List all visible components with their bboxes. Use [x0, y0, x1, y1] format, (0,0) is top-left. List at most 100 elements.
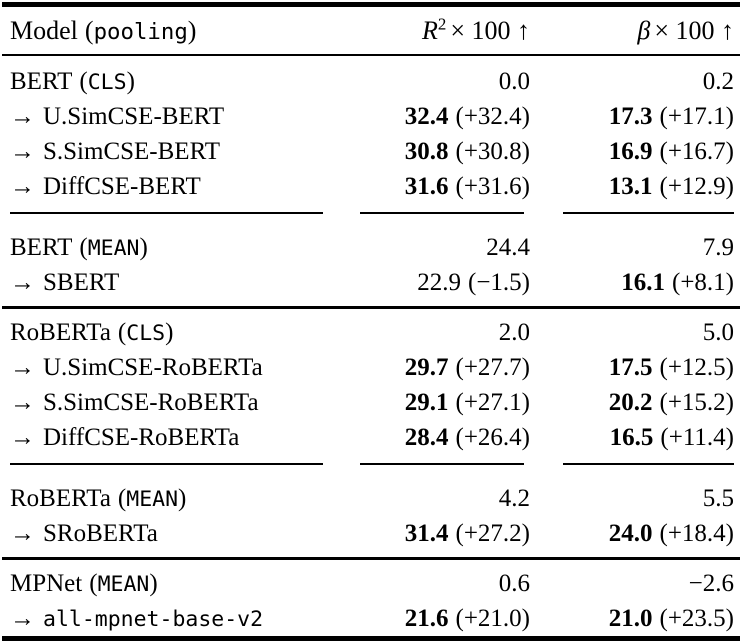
model-name: SRoBERTa — [43, 520, 158, 547]
r2-value: 24.4 — [486, 234, 530, 261]
r2-value: 0.0 — [498, 68, 530, 95]
header-r2-cell: R2 × 100 ↑ — [338, 7, 530, 54]
r2-column-rule — [360, 463, 524, 465]
header-pooling-label: pooling — [93, 19, 188, 45]
beta-value: 0.2 — [702, 68, 734, 95]
model-name: MPNet — [10, 570, 83, 597]
paren-close: ) — [178, 485, 187, 512]
model-cell: RoBERTa (MEAN) — [10, 481, 338, 516]
beta-value: 5.0 — [702, 319, 734, 346]
model-cell: → U.SimCSE-BERT — [10, 99, 338, 134]
r2-value: 32.4 — [404, 103, 449, 130]
model-cell: → DiffCSE-BERT — [10, 169, 338, 204]
r2-delta: (+26.4) — [455, 424, 531, 451]
beta-cell: 20.2 (+15.2) — [530, 385, 734, 420]
header-beta-cell: β × 100 ↑ — [530, 7, 734, 54]
beta-value: 16.5 — [609, 424, 654, 451]
table-row-diffcse-roberta: → DiffCSE-RoBERTa 28.4 (+26.4) 16.5 (+11.4) — [2, 420, 740, 455]
r2-value: 0.6 — [498, 570, 530, 597]
top-rule — [2, 2, 740, 7]
r2-value: 29.7 — [404, 354, 449, 381]
beta-delta: (+18.4) — [659, 520, 735, 547]
beta-delta: (+23.5) — [659, 605, 735, 632]
model-cell: → S.SimCSE-RoBERTa — [10, 385, 338, 420]
model-cell: → S.SimCSE-BERT — [10, 134, 338, 169]
beta-cell: 7.9 — [530, 230, 734, 265]
beta-cell: 16.5 (+11.4) — [530, 420, 734, 455]
arrow-right-icon: → — [10, 269, 35, 296]
beta-column-rule — [563, 212, 734, 214]
table-row-sroberta: → SRoBERTa 31.4 (+27.2) 24.0 (+18.4) — [2, 516, 740, 551]
r2-cell: 30.8 (+30.8) — [338, 134, 530, 169]
model-column-rule — [10, 463, 323, 465]
model-cell: RoBERTa (CLS) — [10, 315, 338, 350]
arrow-right-icon: → — [10, 605, 35, 632]
beta-value: 13.1 — [608, 173, 653, 200]
beta-value: 17.5 — [608, 354, 653, 381]
model-cell: BERT (MEAN) — [10, 230, 338, 265]
r2-value: 31.6 — [404, 173, 449, 200]
beta-cell: −2.6 — [530, 566, 734, 601]
beta-value: 5.5 — [702, 485, 734, 512]
paren-open: ( — [84, 16, 94, 45]
beta-delta: (+11.4) — [660, 424, 734, 451]
table-row-sbert: → SBERT 22.9 (−1.5) 16.1 (+8.1) — [2, 265, 740, 300]
table-row-usimcse-roberta: → U.SimCSE-RoBERTa 29.7 (+27.7) 17.5 (+12.5… — [2, 350, 740, 385]
paren-open: ( — [89, 570, 98, 597]
section-rule — [2, 557, 740, 560]
pooling-label: MEAN — [87, 236, 140, 261]
r2-value: 31.4 — [404, 520, 449, 547]
table-row-roberta-cls: RoBERTa (CLS) 2.0 5.0 — [2, 315, 740, 350]
r2-delta: (−1.5) — [468, 269, 530, 296]
section-rule — [2, 306, 740, 309]
r2-value: 21.6 — [404, 605, 449, 632]
r2-cell: 22.9 (−1.5) — [338, 265, 530, 300]
beta-value: 24.0 — [608, 520, 653, 547]
header-model-label: Model — [10, 16, 78, 45]
table-row-bert-mean: BERT (MEAN) 24.4 7.9 — [2, 230, 740, 265]
r2-delta: (+21.0) — [455, 605, 531, 632]
table-row-roberta-mean: RoBERTa (MEAN) 4.2 5.5 — [2, 481, 740, 516]
bottom-rule — [2, 636, 740, 641]
beta-value: 16.1 — [621, 269, 665, 296]
table-row-diffcse-bert: → DiffCSE-BERT 31.6 (+31.6) 13.1 (+12.9) — [2, 169, 740, 204]
r2-cell: 0.6 — [338, 566, 530, 601]
table-row-ssimcse-bert: → S.SimCSE-BERT 30.8 (+30.8) 16.9 (+16.7) — [2, 134, 740, 169]
beta-delta: (+12.5) — [659, 354, 735, 381]
model-name: RoBERTa — [10, 485, 111, 512]
r2-superscript: 2 — [437, 14, 447, 34]
beta-value: 16.9 — [608, 138, 653, 165]
paren-open: ( — [79, 68, 88, 95]
model-cell: → SBERT — [10, 265, 338, 300]
paren-open: ( — [117, 485, 127, 512]
cmid-col2-wrap — [338, 212, 530, 230]
arrow-right-icon: → — [10, 354, 35, 381]
model-name: all-mpnet-base-v2 — [43, 607, 264, 632]
paren-close: ) — [149, 570, 158, 597]
r2-cell: 4.2 — [338, 481, 530, 516]
r2-cell: 29.1 (+27.1) — [338, 385, 530, 420]
beta-cell: 16.9 (+16.7) — [530, 134, 734, 169]
arrow-right-icon: → — [10, 173, 35, 200]
paren-open: ( — [79, 234, 88, 261]
beta-cell: 5.0 — [530, 315, 734, 350]
beta-value: 21.0 — [608, 605, 653, 632]
beta-value: 20.2 — [608, 389, 653, 416]
r2-delta: (+32.4) — [455, 103, 531, 130]
r2-delta: (+27.2) — [455, 520, 531, 547]
table-row-ssimcse-roberta: → S.SimCSE-RoBERTa 29.1 (+27.1) 20.2 (+15.2… — [2, 385, 740, 420]
beta-math-var: β — [637, 16, 651, 45]
r2-value: 30.8 — [404, 138, 449, 165]
model-name: BERT — [10, 68, 73, 95]
r2-header-rest: × 100 ↑ — [450, 16, 530, 45]
model-name: U.SimCSE-BERT — [43, 103, 225, 130]
r2-cell: 2.0 — [338, 315, 530, 350]
model-name: RoBERTa — [10, 319, 111, 346]
beta-cell: 21.0 (+23.5) — [530, 601, 734, 636]
cmid-col1-wrap — [10, 463, 338, 481]
model-name: DiffCSE-BERT — [43, 173, 201, 200]
model-name: S.SimCSE-BERT — [43, 138, 221, 165]
beta-value: 17.3 — [608, 103, 653, 130]
cmid-col1-wrap — [10, 212, 338, 230]
